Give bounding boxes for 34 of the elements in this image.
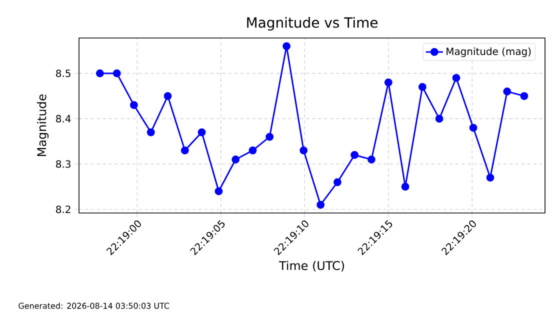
point [180,146,189,154]
point [520,92,528,100]
point [164,92,172,100]
point [300,146,308,154]
x-axis-title: Time (UTC) [278,260,344,272]
point [503,88,512,96]
point [486,174,494,182]
chart-title: Magnitude vs Time [247,17,378,30]
point [350,151,359,159]
point [266,132,274,141]
y-tick-label: 8.2 [56,206,70,214]
point [112,69,121,78]
point [418,83,426,91]
point [96,69,104,78]
point [316,200,325,209]
point [214,187,223,196]
point [248,146,257,154]
point [401,182,410,191]
point [334,178,342,186]
y-tick-label: 8.5 [56,70,70,78]
point [146,128,155,136]
point [452,74,460,82]
point [282,42,291,50]
point [384,78,392,86]
y-tick-label: 8.4 [56,114,71,122]
point [198,128,206,136]
point [130,101,138,110]
point [368,156,376,164]
point [232,156,240,164]
legend-label: Magnitude (mag) [446,47,531,58]
y-axis-title: Magnitude [36,94,49,156]
point [469,124,478,132]
y-tick-label: 8.3 [56,160,70,168]
point [435,114,444,123]
